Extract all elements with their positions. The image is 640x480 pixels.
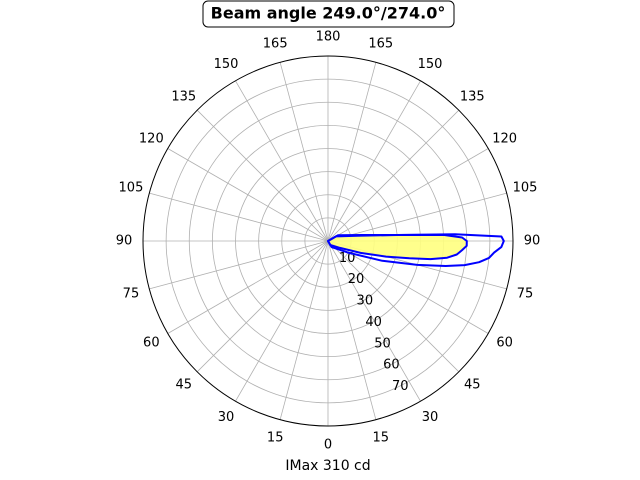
theta-tick-label: 60: [496, 336, 513, 351]
r-tick-label: 40: [365, 315, 382, 330]
theta-tick-label: 75: [517, 286, 534, 301]
theta-tick-label: 0: [324, 438, 332, 453]
theta-tick-label: 30: [218, 410, 235, 425]
theta-tick-label: 105: [513, 181, 538, 196]
r-tick-label: 60: [383, 358, 400, 373]
theta-tick-label: 120: [492, 132, 517, 147]
theta-tick-label: 45: [464, 378, 481, 393]
theta-tick-label: 180: [316, 30, 341, 45]
r-tick-label: 50: [374, 336, 391, 351]
title-box: [202, 0, 455, 28]
theta-tick-label: 90: [524, 234, 541, 249]
theta-tick-label: 150: [214, 57, 239, 72]
theta-tick-label: 120: [139, 132, 164, 147]
theta-tick-label: 150: [418, 57, 443, 72]
theta-tick-label: 15: [267, 431, 284, 446]
r-tick-label: 70: [392, 379, 409, 394]
chart-title: Beam angle 249.0°/274.0°: [211, 4, 446, 23]
r-grid-line: [165, 78, 491, 404]
polar-frame: [142, 55, 514, 427]
theta-tick-label: 165: [368, 36, 393, 51]
theta-tick-label: 105: [119, 181, 144, 196]
theta-tick-label: 135: [171, 89, 196, 104]
theta-tick-label: 30: [422, 410, 439, 425]
theta-tick-label: 60: [143, 336, 160, 351]
r-tick-label: 30: [357, 294, 374, 309]
r-tick-label: 10: [339, 251, 356, 266]
theta-tick-label: 15: [373, 431, 390, 446]
intensity-curve: [327, 233, 505, 267]
r-tick-label: 20: [348, 272, 365, 287]
theta-tick-label: 165: [263, 36, 288, 51]
theta-tick-label: 90: [116, 234, 133, 249]
theta-tick-label: 75: [123, 286, 140, 301]
x-axis-label: IMax 310 cd: [285, 458, 370, 474]
theta-tick-label: 135: [460, 89, 485, 104]
theta-tick-label: 45: [175, 378, 192, 393]
